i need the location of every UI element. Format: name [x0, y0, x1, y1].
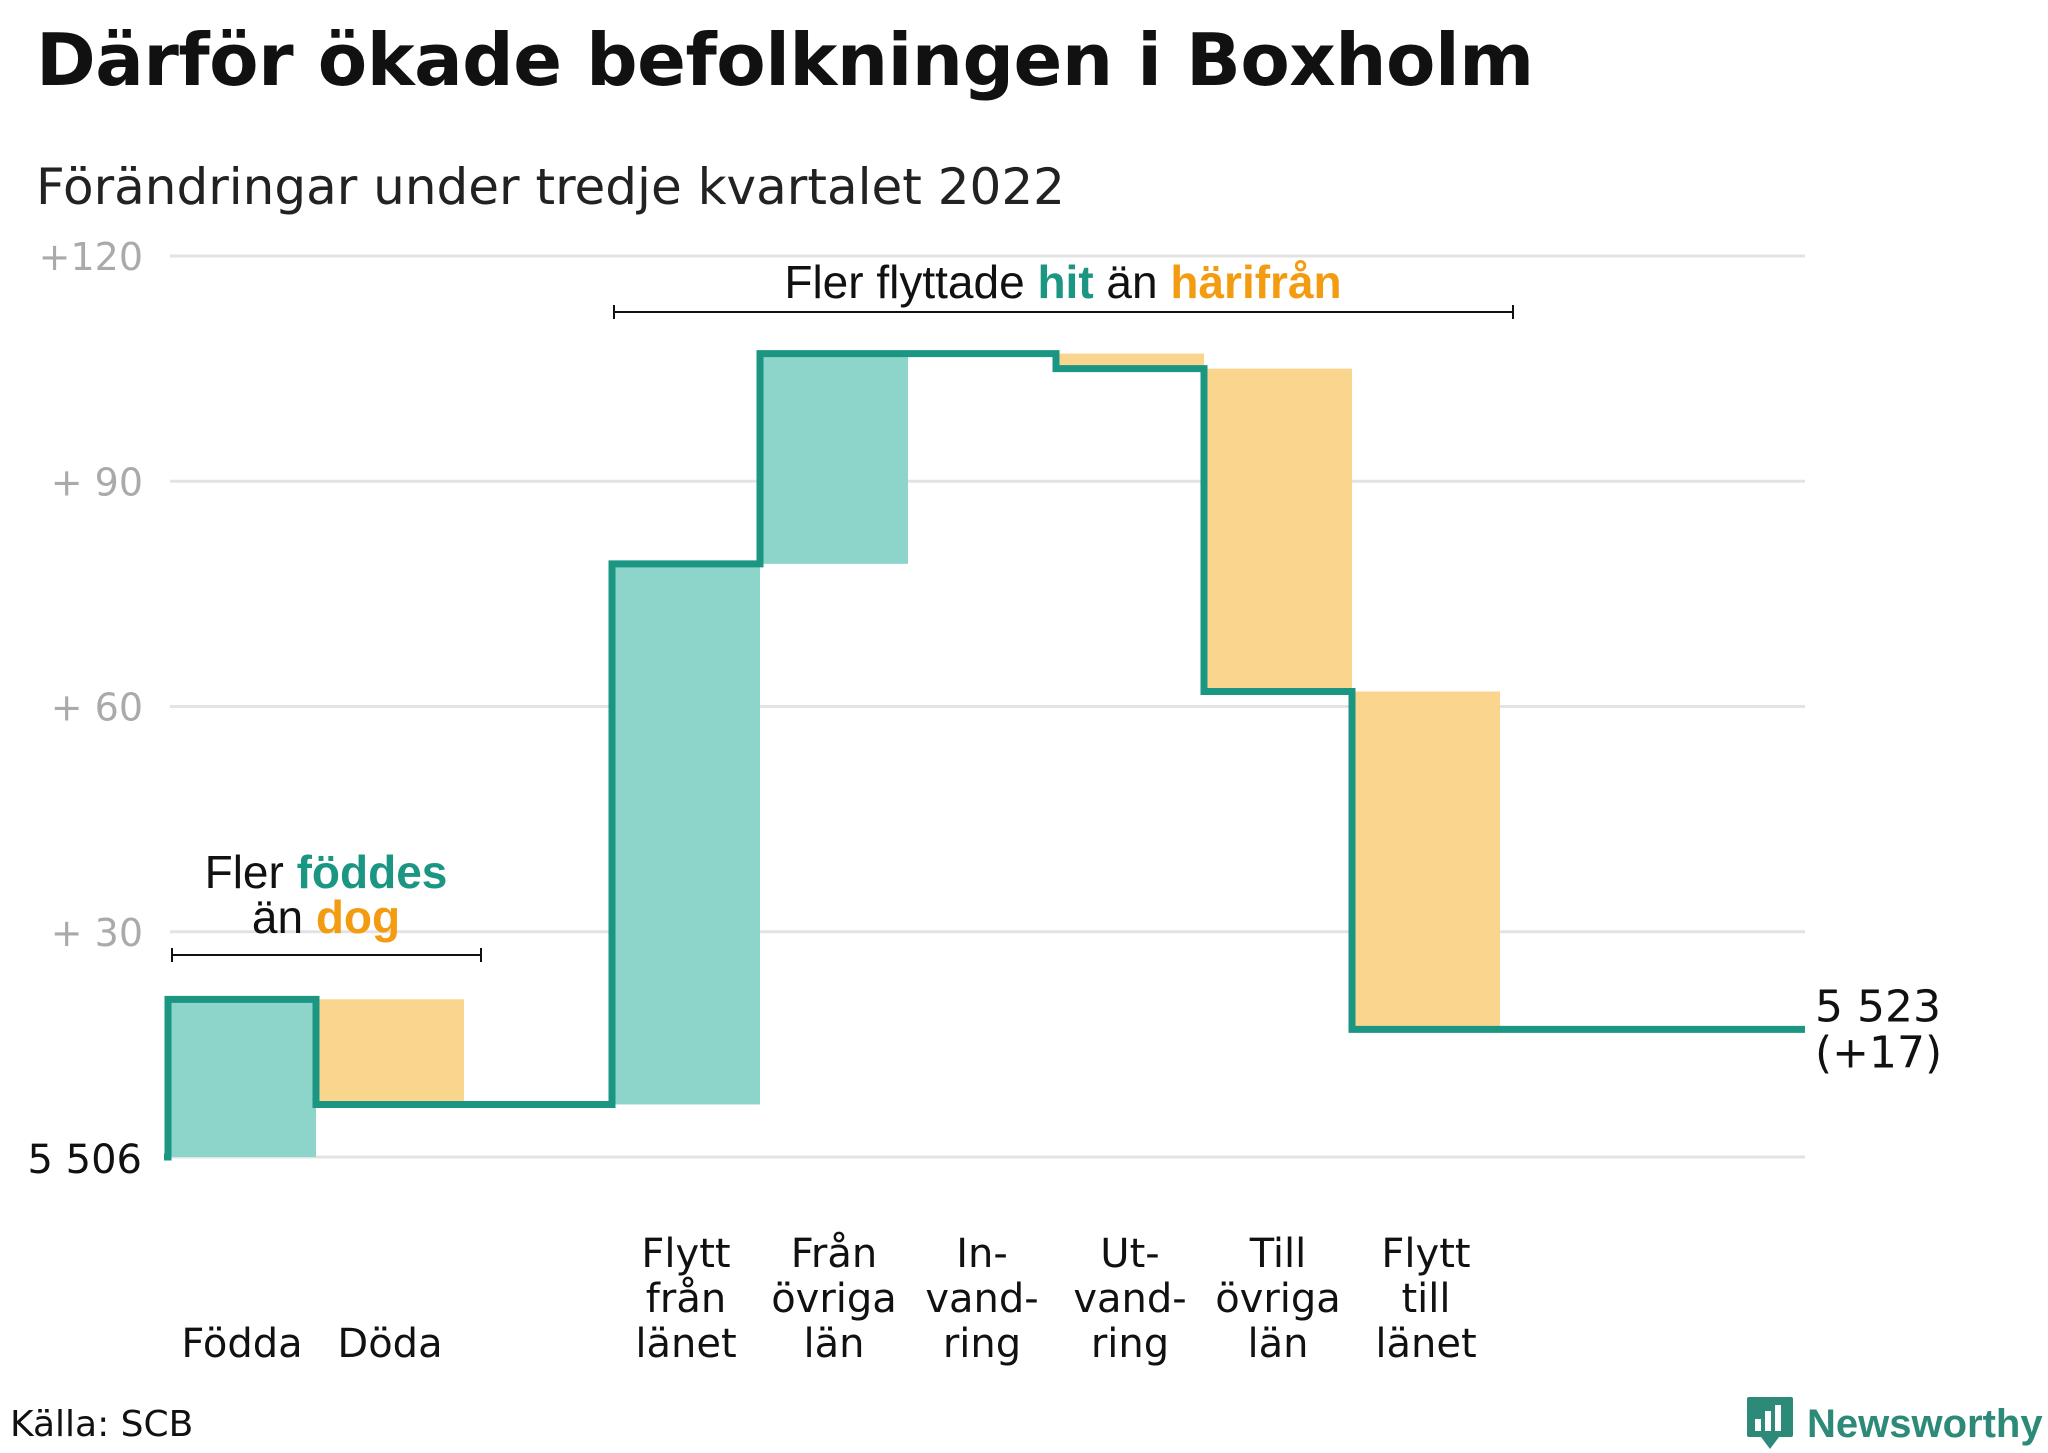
category-label: länet	[635, 1321, 736, 1367]
bar-ut--vand--ring	[1056, 353, 1204, 369]
y-tick-label: + 60	[51, 686, 143, 730]
category-label: länet	[1375, 1321, 1476, 1367]
step-line	[164, 350, 1805, 1161]
annotation-part: än	[1094, 256, 1171, 308]
annotation-part: än	[252, 891, 316, 943]
bar-flytt-från-länet	[612, 563, 760, 1105]
category-label: ring	[943, 1321, 1021, 1367]
end-value-label: 5 523	[1815, 981, 1941, 1032]
brand-name: Newsworthy	[1807, 1401, 2043, 1446]
end-change-label: (+17)	[1815, 1027, 1942, 1078]
category-label: In-	[956, 1231, 1008, 1277]
bars-layer	[168, 353, 1500, 1157]
y-tick-label: + 30	[51, 911, 143, 955]
category-label: övriga	[1215, 1276, 1341, 1322]
brand[interactable]: Newsworthy	[1745, 1395, 2043, 1453]
bar-från-övriga-län	[760, 353, 908, 564]
source-note: Källa: SCB	[10, 1404, 194, 1445]
annotation-part: Fler	[784, 256, 876, 308]
category-label: ring	[1091, 1321, 1169, 1367]
annotation-part: härifrån	[1170, 256, 1341, 308]
category-label: Flytt	[641, 1231, 730, 1277]
category-label: övriga	[771, 1276, 897, 1322]
births-annotation-line2: än dog	[252, 891, 400, 943]
start-value-label: 5 506	[27, 1137, 142, 1183]
annotation-part: flyttade	[876, 256, 1037, 308]
annotation-part: Fler	[205, 846, 297, 898]
bar-till-övriga-län	[1204, 368, 1352, 692]
newsworthy-logo-icon	[1747, 1397, 1793, 1449]
chart-title: Därför ökade befolkningen i Boxholm	[36, 18, 1534, 102]
annotation-part: hit	[1037, 256, 1093, 308]
bar-flytt-till-länet	[1352, 691, 1500, 1030]
y-tick-label: + 90	[51, 460, 143, 504]
bar-döda	[316, 999, 464, 1105]
category-label: till	[1401, 1276, 1450, 1322]
chart-subtitle: Förändringar under tredje kvartalet 2022	[36, 158, 1065, 216]
migration-annotation: Fler flyttade hit än härifrån	[784, 256, 1341, 308]
category-label: Flytt	[1381, 1231, 1470, 1277]
step-line-layer	[164, 350, 1805, 1161]
category-label: från	[646, 1276, 726, 1322]
category-label: vand-	[1073, 1276, 1186, 1322]
category-label: Ut-	[1100, 1231, 1159, 1277]
grid-layer: +120 + 90 + 60 + 30	[39, 235, 1805, 1159]
annotation-part: föddes	[297, 846, 448, 898]
annotation-part: dog	[316, 891, 400, 943]
y-tick-label: +120	[39, 235, 143, 279]
category-label: län	[804, 1321, 865, 1367]
category-label: Till	[1249, 1231, 1307, 1277]
births-annotation-line1: Fler föddes	[205, 846, 448, 898]
category-label: Från	[791, 1231, 877, 1277]
category-label: län	[1248, 1321, 1309, 1367]
category-label: vand-	[925, 1276, 1038, 1322]
category-label: Födda	[181, 1321, 302, 1367]
category-label: Döda	[337, 1321, 442, 1367]
bar-födda	[168, 999, 316, 1157]
